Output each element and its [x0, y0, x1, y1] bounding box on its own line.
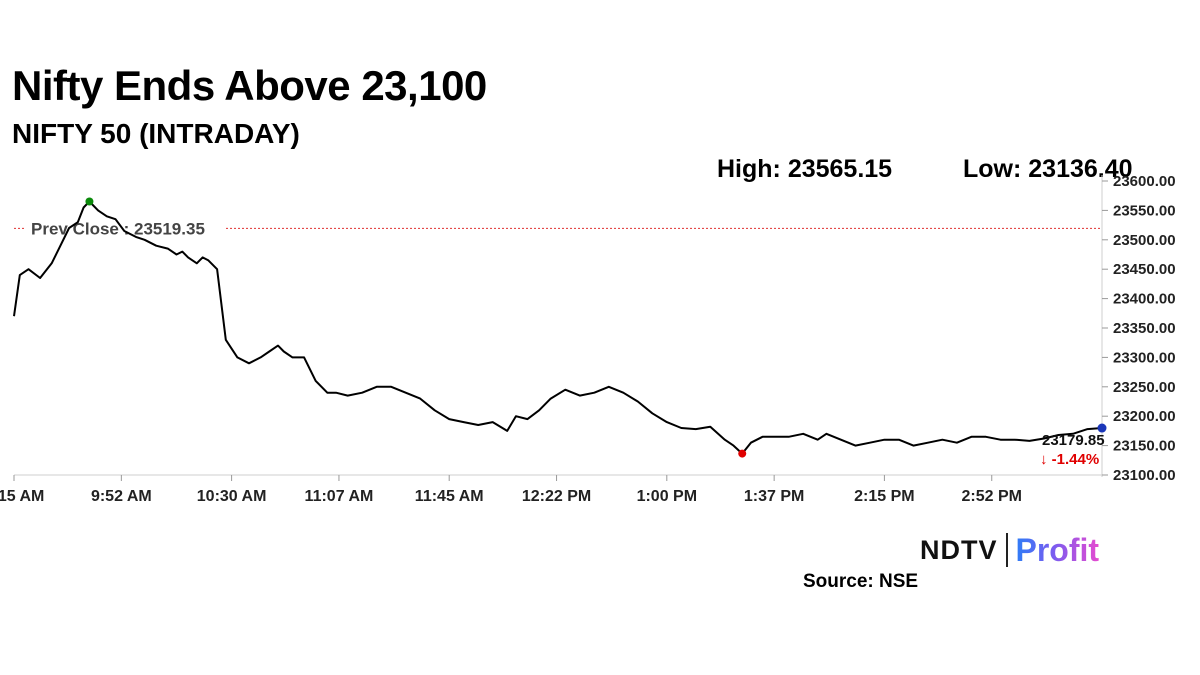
- prev-close-group: Prev Close : 23519.35: [14, 217, 1102, 238]
- brand-divider: [1005, 533, 1008, 567]
- series-group: [13, 200, 1103, 455]
- y-tick-label: 23500.00: [1113, 232, 1176, 249]
- profit-wordmark: Profit: [1015, 531, 1100, 568]
- last-point-marker: [1097, 423, 1107, 433]
- prev-close-label-bg: [24, 217, 224, 238]
- x-tick-label: 2:15 PM: [854, 488, 914, 505]
- low-value: Low: 23136.40: [963, 155, 1133, 183]
- x-tick-label: 9:15 AM: [0, 488, 44, 505]
- y-tick-label: 23600.00: [1113, 173, 1176, 190]
- x-tick-label: 1:37 PM: [744, 488, 804, 505]
- nifty-price-line: [13, 200, 1103, 455]
- x-tick-label: 9:52 AM: [91, 488, 152, 505]
- low-point-marker: [738, 449, 747, 458]
- y-tick-label: 23150.00: [1113, 438, 1176, 455]
- y-tick-label: 23200.00: [1113, 408, 1176, 425]
- x-tick-label: 12:22 PM: [522, 488, 591, 505]
- y-tick-label: 23350.00: [1113, 320, 1176, 337]
- x-tick-label: 1:00 PM: [637, 488, 697, 505]
- chart-title: Nifty Ends Above 23,100: [12, 62, 487, 109]
- x-axis: 9:15 AM 9:52 AM 10:30 AM 11:07 AM 11:45 AM 12…: [0, 474, 1102, 505]
- y-tick-label: 23100.00: [1113, 467, 1176, 484]
- change-percent-label: ↓ -1.44%: [1040, 451, 1099, 468]
- y-tick-label: 23550.00: [1113, 202, 1176, 219]
- x-tick-label: 2:52 PM: [962, 488, 1022, 505]
- high-value: High: 23565.15: [717, 155, 893, 183]
- y-axis: 23100.00 23150.00 23200.00 23250.00 23300.00…: [1101, 173, 1176, 484]
- ndtv-wordmark: NDTV: [920, 534, 998, 565]
- chart-subtitle: NIFTY 50 (INTRADAY): [12, 118, 300, 149]
- x-tick-label: 11:07 AM: [305, 488, 374, 505]
- x-tick-label: 11:45 AM: [415, 488, 484, 505]
- y-tick-label: 23250.00: [1113, 379, 1176, 396]
- y-tick-label: 23450.00: [1113, 261, 1176, 278]
- brand-logo: NDTV Profit: [920, 530, 1099, 570]
- source-note: Source: NSE: [803, 571, 919, 592]
- y-tick-label: 23400.00: [1113, 291, 1176, 308]
- y-tick-label: 23300.00: [1113, 349, 1176, 366]
- high-point-marker: [85, 197, 94, 206]
- markers-group: 23179.85 ↓ -1.44%: [85, 197, 1107, 468]
- x-tick-label: 10:30 AM: [197, 488, 267, 505]
- last-value-label: 23179.85: [1042, 432, 1105, 449]
